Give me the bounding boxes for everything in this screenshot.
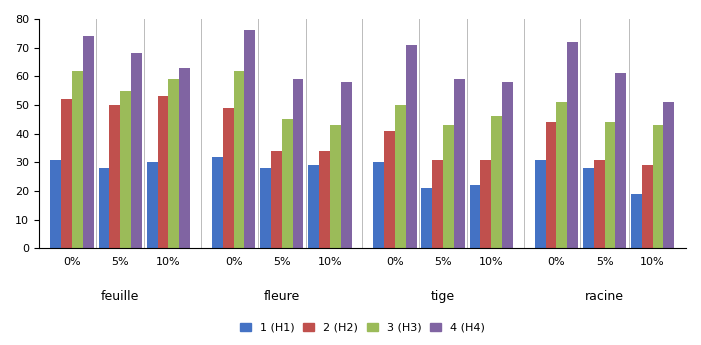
Bar [604,122,615,248]
Bar [454,79,465,248]
Bar [282,119,292,248]
Text: fleure: fleure [264,290,300,303]
Bar [271,151,282,248]
Bar [260,168,271,248]
Bar [330,125,341,248]
Bar [319,151,330,248]
Bar [233,71,245,248]
Bar [502,82,513,248]
Bar [653,125,664,248]
Bar [131,53,142,248]
Bar [99,168,109,248]
Text: racine: racine [585,290,624,303]
Bar [50,159,62,248]
Bar [109,105,121,248]
Bar [179,68,190,248]
Bar [535,159,545,248]
Bar [72,71,83,248]
Bar [433,159,443,248]
Bar [443,125,454,248]
Bar [421,188,433,248]
Bar [557,102,567,248]
Bar [158,96,168,248]
Bar [121,91,131,248]
Bar [545,122,557,248]
Bar [62,99,72,248]
Bar [470,185,480,248]
Bar [147,162,158,248]
Bar [374,162,384,248]
Bar [406,45,416,248]
Bar [642,165,653,248]
Bar [384,131,395,248]
Bar [583,168,594,248]
Bar [308,165,319,248]
Bar [594,159,604,248]
Text: feuille: feuille [101,290,139,303]
Bar [245,30,255,248]
Bar [664,102,674,248]
Bar [567,42,578,248]
Legend: 1 (H1), 2 (H2), 3 (H3), 4 (H4): 1 (H1), 2 (H2), 3 (H3), 4 (H4) [240,323,485,333]
Text: tige: tige [431,290,455,303]
Bar [631,194,642,248]
Bar [212,157,223,248]
Bar [223,108,233,248]
Bar [395,105,406,248]
Bar [480,159,491,248]
Bar [341,82,352,248]
Bar [83,36,94,248]
Bar [491,117,502,248]
Bar [615,73,626,248]
Bar [292,79,304,248]
Bar [168,79,179,248]
